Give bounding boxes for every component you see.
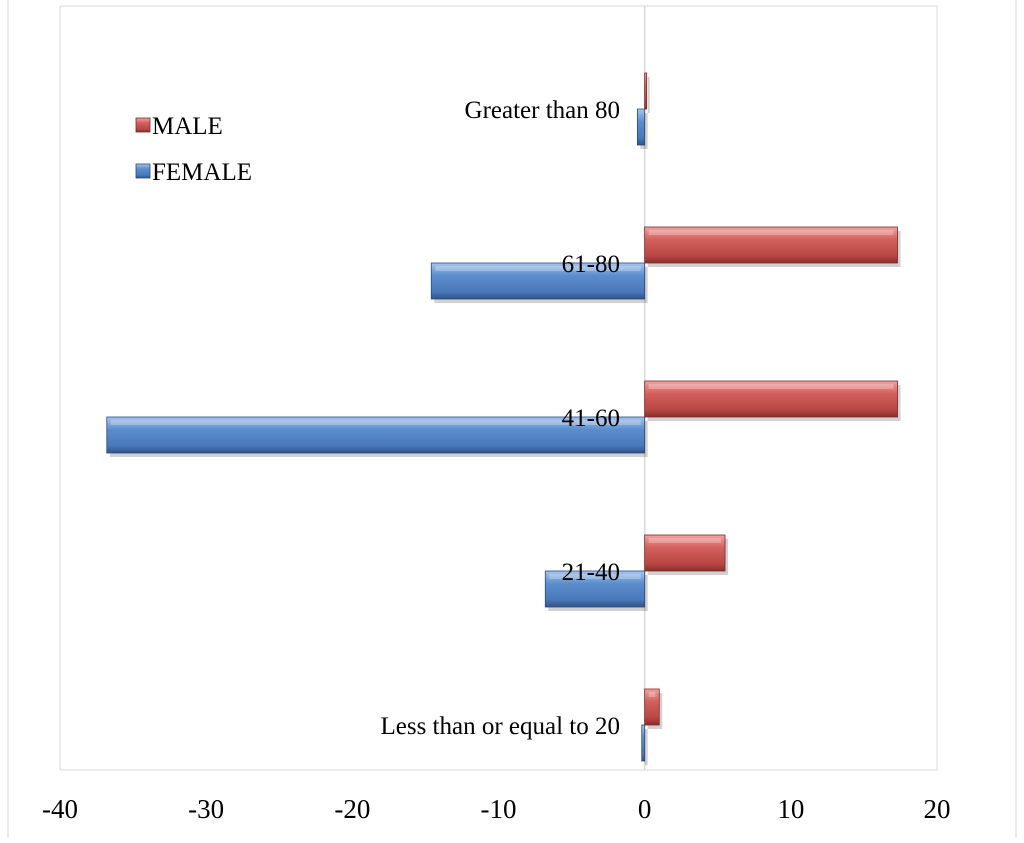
category-label: Less than or equal to 20 bbox=[380, 713, 620, 740]
bar-male-5 bbox=[644, 72, 650, 113]
bar-female-4 bbox=[430, 262, 648, 303]
category-label: 61-80 bbox=[562, 251, 620, 278]
plot-area-border bbox=[59, 5, 938, 771]
legend-item-male: MALE bbox=[135, 113, 223, 140]
legend-label: MALE bbox=[152, 113, 223, 140]
category-label: 41-60 bbox=[562, 405, 620, 432]
x-tick-label: 0 bbox=[638, 794, 652, 824]
bar-male-1 bbox=[644, 688, 663, 729]
bar-female-5 bbox=[636, 108, 648, 149]
bar-male-4 bbox=[644, 226, 901, 267]
x-tick-label: 20 bbox=[924, 794, 951, 824]
bar-male-3 bbox=[644, 380, 901, 421]
bar-female-2 bbox=[544, 570, 648, 611]
legend-item-female: FEMALE bbox=[135, 159, 252, 186]
x-tick-label: 10 bbox=[777, 794, 804, 824]
legend-swatch bbox=[135, 117, 151, 133]
x-tick-label: -40 bbox=[42, 794, 78, 824]
x-tick-label: -20 bbox=[334, 794, 370, 824]
legend-label: FEMALE bbox=[152, 159, 252, 186]
x-tick-label: -10 bbox=[481, 794, 517, 824]
bar-male-2 bbox=[644, 534, 729, 575]
legend: MALE FEMALE bbox=[135, 113, 252, 186]
category-label: 21-40 bbox=[562, 559, 620, 586]
bar-female-3 bbox=[106, 416, 648, 457]
legend-swatch bbox=[135, 163, 151, 179]
bar-female-1 bbox=[641, 724, 648, 765]
category-label: Greater than 80 bbox=[465, 97, 620, 124]
x-tick-label: -30 bbox=[188, 794, 224, 824]
